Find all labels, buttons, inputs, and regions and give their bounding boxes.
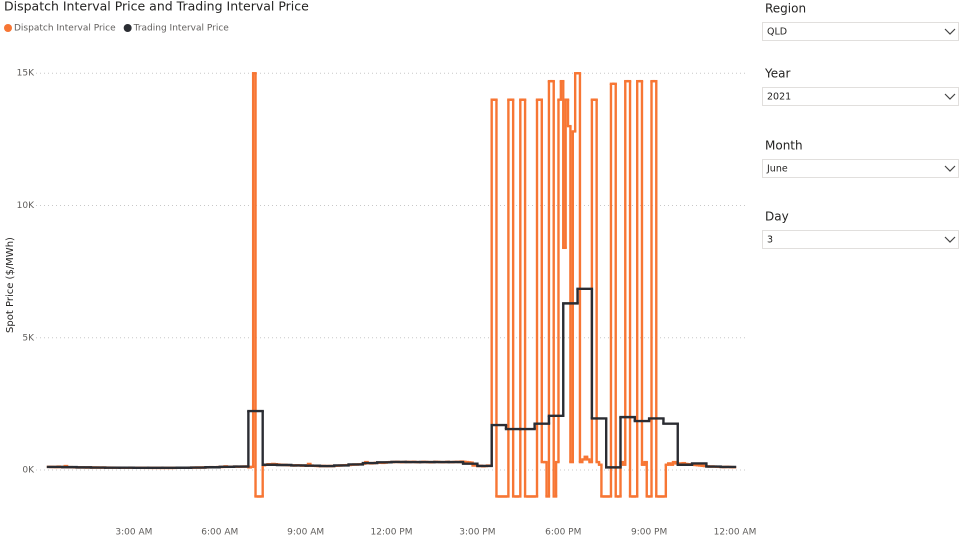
x-tick-label: 9:00 AM bbox=[287, 528, 324, 538]
slicer-panel: Region QLD Year 2021 Month June Day 3 bbox=[762, 2, 959, 249]
dropdown-box[interactable] bbox=[762, 87, 959, 106]
dropdown-chevron[interactable] bbox=[944, 93, 956, 100]
dropdown-value[interactable]: 2021 bbox=[767, 92, 791, 103]
dropdown-box[interactable] bbox=[762, 159, 959, 178]
x-tick-label: 6:00 AM bbox=[201, 528, 238, 538]
slicer-label: Day bbox=[765, 210, 789, 224]
dropdown-chevron[interactable] bbox=[944, 28, 956, 35]
dropdown-box[interactable] bbox=[762, 230, 959, 249]
x-tick-label: 3:00 PM bbox=[459, 528, 495, 538]
slicer-dropdown[interactable]: June bbox=[762, 159, 959, 178]
y-tick-label: 10K bbox=[17, 201, 35, 211]
legend-label: Dispatch Interval Price bbox=[14, 24, 116, 34]
legend-marker bbox=[123, 24, 132, 32]
x-tick-label: 12:00 PM bbox=[371, 528, 413, 538]
x-tick-label: 3:00 AM bbox=[115, 528, 152, 538]
slicer-label: Month bbox=[765, 139, 803, 153]
slicer-label: Year bbox=[764, 67, 790, 81]
y-tick-label: 5K bbox=[22, 333, 35, 343]
y-tick-label: 0K bbox=[22, 466, 35, 476]
dropdown-value[interactable]: QLD bbox=[767, 27, 787, 38]
legend-marker bbox=[4, 24, 12, 32]
slicer-dropdown[interactable]: QLD bbox=[762, 22, 959, 41]
legend-label: Trading Interval Price bbox=[133, 24, 230, 34]
x-tick-label: 9:00 PM bbox=[631, 528, 667, 538]
y-axis-label: Spot Price ($/MWh) bbox=[5, 237, 16, 333]
series-line bbox=[46, 287, 737, 470]
x-tick-label: 12:00 AM bbox=[714, 528, 757, 538]
dropdown-value[interactable]: 3 bbox=[767, 235, 773, 246]
dropdown-value[interactable]: June bbox=[766, 164, 788, 175]
series-line bbox=[46, 72, 737, 498]
plot-area: 0K 5K 10K 15K 3:00 AM 6:00 AM 9:00 AM 12:00 PM 3… bbox=[4, 24, 756, 538]
dropdown-chevron[interactable] bbox=[944, 236, 956, 243]
dropdown-box[interactable] bbox=[762, 22, 959, 41]
x-tick-label: 6:00 PM bbox=[545, 528, 581, 538]
slicer-label: Region bbox=[765, 2, 806, 16]
slicer-dropdown[interactable]: 3 bbox=[762, 230, 959, 249]
dropdown-chevron[interactable] bbox=[944, 165, 956, 172]
y-tick-label: 15K bbox=[17, 69, 35, 79]
slicer-dropdown[interactable]: 2021 bbox=[762, 87, 959, 106]
chart-title: Dispatch Interval Price and Trading Inte… bbox=[4, 0, 309, 14]
